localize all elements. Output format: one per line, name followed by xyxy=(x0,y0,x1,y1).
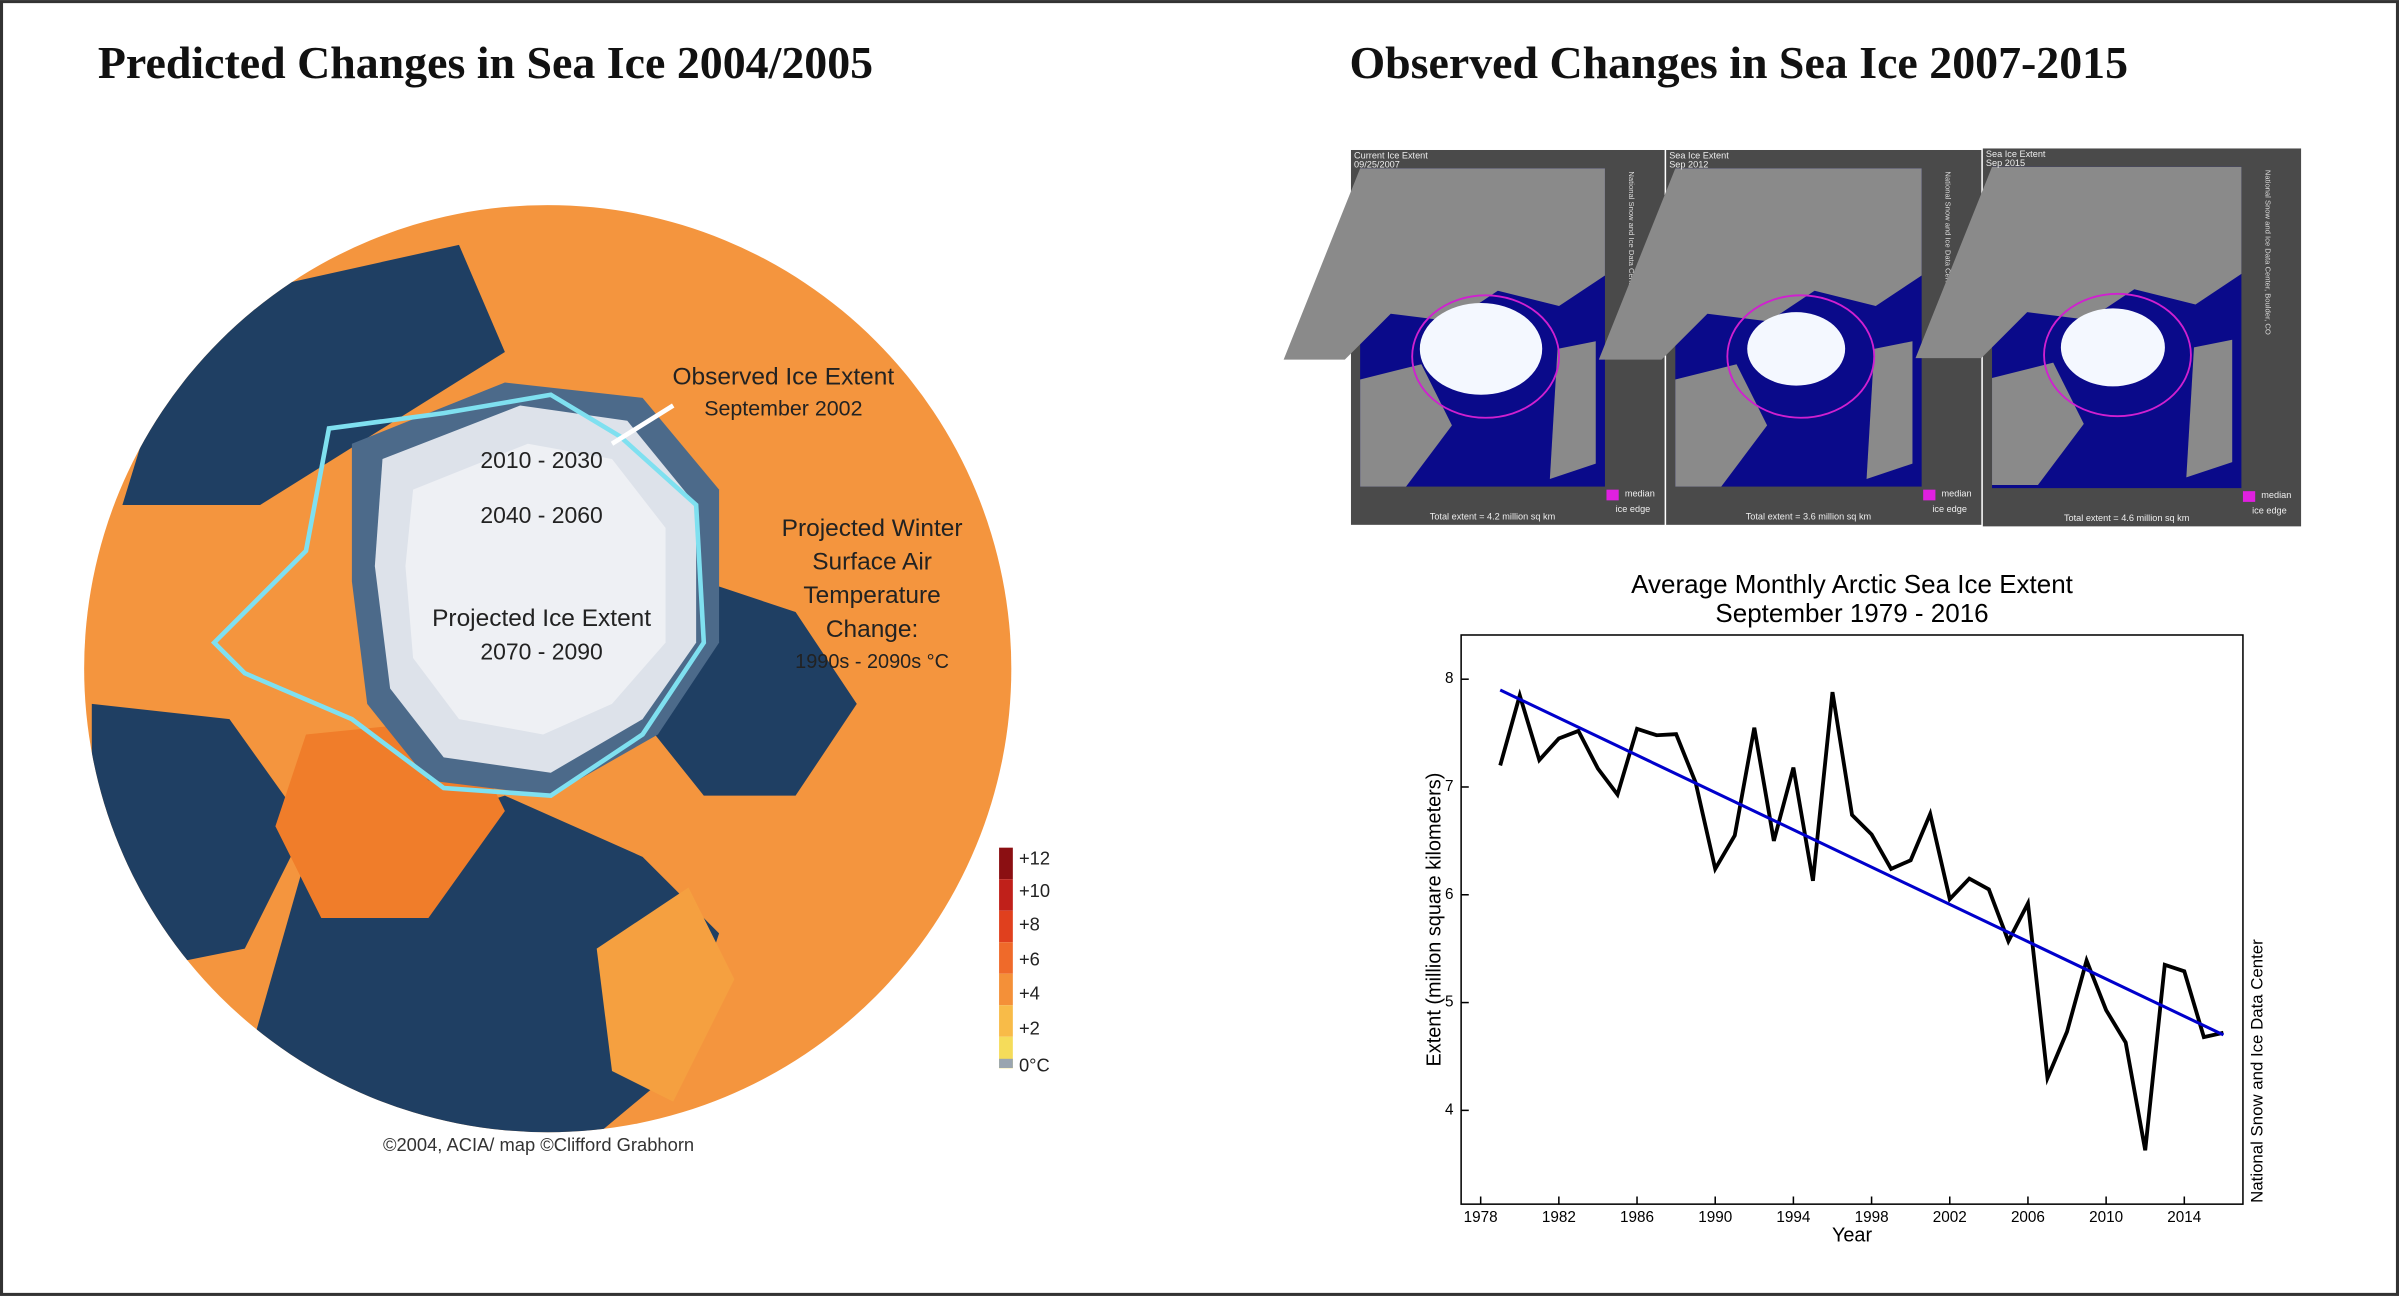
colorbar-swatch xyxy=(999,879,1013,911)
observed-label: September 2002 xyxy=(704,397,862,421)
chart-title: Average Monthly Arctic Sea Ice Extent xyxy=(1631,569,2074,599)
legend-label: median xyxy=(2261,490,2291,500)
map-ice xyxy=(2060,308,2165,387)
legend-label: ice edge xyxy=(1932,504,1967,514)
y-tick-label: 4 xyxy=(1445,1101,1454,1118)
colorbar-label: +2 xyxy=(1019,1018,1040,1039)
observed-edge xyxy=(210,392,707,798)
line xyxy=(1499,688,2225,1037)
map-footer: Total extent = 3.6 million sq km xyxy=(1746,512,1872,522)
temperature-label: Surface Air xyxy=(812,549,932,576)
colorbar-label: +4 xyxy=(1019,982,1040,1003)
zone-label: 2070 - 2090 xyxy=(480,638,602,664)
map-header: Sep 2012 xyxy=(1669,160,1708,170)
y-tick-label: 7 xyxy=(1445,778,1454,795)
zone-label: Projected Ice Extent xyxy=(432,605,651,632)
x-tick-label: 1982 xyxy=(1542,1209,1576,1226)
arrow xyxy=(610,403,675,446)
y-tick-label: 6 xyxy=(1445,886,1454,903)
map-median-edge xyxy=(2043,292,2192,418)
map-ice xyxy=(1747,312,1846,386)
colorbar-label: +6 xyxy=(1019,949,1040,970)
x-tick-label: 1986 xyxy=(1620,1209,1654,1226)
legend-label: median xyxy=(1625,489,1655,499)
map-source: National Snow and Ice Data Center, Bould… xyxy=(2263,170,2272,335)
temperature-label: Projected Winter xyxy=(782,515,963,542)
map-land xyxy=(1283,168,1605,360)
temperature-label: 1990s - 2090s °C xyxy=(795,651,949,673)
map-header: Sea Ice Extent xyxy=(1669,151,1729,161)
legend-swatch xyxy=(2242,491,2256,502)
zone-label: 2010 - 2030 xyxy=(480,447,602,473)
map-header: Current Ice Extent xyxy=(1354,151,1428,161)
colorbar-label: +8 xyxy=(1019,914,1040,935)
colorbar-swatch xyxy=(999,942,1013,974)
map-footer: Total extent = 4.6 million sq km xyxy=(2064,513,2190,523)
left-title: Predicted Changes in Sea Ice 2004/2005 xyxy=(98,37,873,88)
colorbar-label: +10 xyxy=(1019,880,1050,901)
chart-subtitle: September 1979 - 2016 xyxy=(1715,598,1988,628)
y-axis-label: Extent (million square kilometers) xyxy=(1423,773,1445,1067)
x-tick-label: 1978 xyxy=(1464,1209,1498,1226)
credit: ©2004, ACIA/ map ©Clifford Grabhorn xyxy=(383,1134,694,1155)
map-median-edge xyxy=(1726,294,1876,419)
colorbar-label: +12 xyxy=(1019,848,1050,869)
x-tick-label: 1994 xyxy=(1776,1209,1810,1226)
plot-area xyxy=(1460,634,2244,1205)
colorbar-zero xyxy=(999,1058,1013,1068)
x-tick-label: 2006 xyxy=(2011,1209,2045,1226)
colorbar-swatch xyxy=(999,847,1013,880)
x-tick-label: 1990 xyxy=(1698,1209,1732,1226)
temperature-label: Temperature xyxy=(803,582,940,609)
legend-label: ice edge xyxy=(2252,505,2287,515)
map-land xyxy=(1915,166,2242,359)
map-ice xyxy=(1419,302,1543,395)
legend-label: ice edge xyxy=(1616,504,1651,514)
y-tick-label: 8 xyxy=(1445,670,1454,687)
x-tick-label: 2014 xyxy=(2167,1209,2201,1226)
x-tick-label: 1998 xyxy=(1855,1209,1889,1226)
map-land xyxy=(1866,341,1913,479)
map-source: National Snow and Ice Data Center, Bould… xyxy=(1944,171,1953,336)
map-source: National Snow and Ice Data Center, Bould… xyxy=(1627,171,1636,336)
legend-swatch xyxy=(1606,489,1619,501)
temperature-label: Change: xyxy=(826,616,919,643)
zone-label: 2040 - 2060 xyxy=(480,502,602,528)
y-tick-label: 5 xyxy=(1445,994,1454,1011)
arctic-map: Observed Ice Extent September 2002 2010 - … xyxy=(84,205,1050,1155)
map-header: Sep 2015 xyxy=(1986,158,2025,168)
map-median-edge xyxy=(1411,294,1560,419)
map-land xyxy=(2186,339,2233,478)
line-chart: Average Monthly Arctic Sea Ice ExtentSep… xyxy=(1423,569,2266,1247)
map-land xyxy=(1598,168,1922,360)
side-label: National Snow and Ice Data Center xyxy=(2248,939,2267,1203)
legend-label: median xyxy=(1942,489,1972,499)
legend-swatch xyxy=(1923,489,1936,501)
colorbar-swatch xyxy=(999,973,1013,1006)
map-land xyxy=(1549,341,1596,479)
line xyxy=(1498,688,2224,1151)
map-header: 09/25/2007 xyxy=(1354,160,1400,170)
x-tick-label: 2002 xyxy=(1933,1209,1967,1226)
x-axis-label: Year xyxy=(1832,1225,1873,1247)
map-header: Sea Ice Extent xyxy=(1986,149,2046,159)
ice-2040 xyxy=(405,443,666,735)
map-footer: Total extent = 4.2 million sq km xyxy=(1430,512,1556,522)
colorbar-label: 0°C xyxy=(1019,1054,1050,1075)
colorbar-swatch xyxy=(999,1005,1013,1037)
x-tick-label: 2010 xyxy=(2089,1209,2123,1226)
colorbar-swatch xyxy=(999,910,1013,943)
observed-label: Observed Ice Extent xyxy=(672,363,894,390)
right-title: Observed Changes in Sea Ice 2007-2015 xyxy=(1349,37,2128,88)
